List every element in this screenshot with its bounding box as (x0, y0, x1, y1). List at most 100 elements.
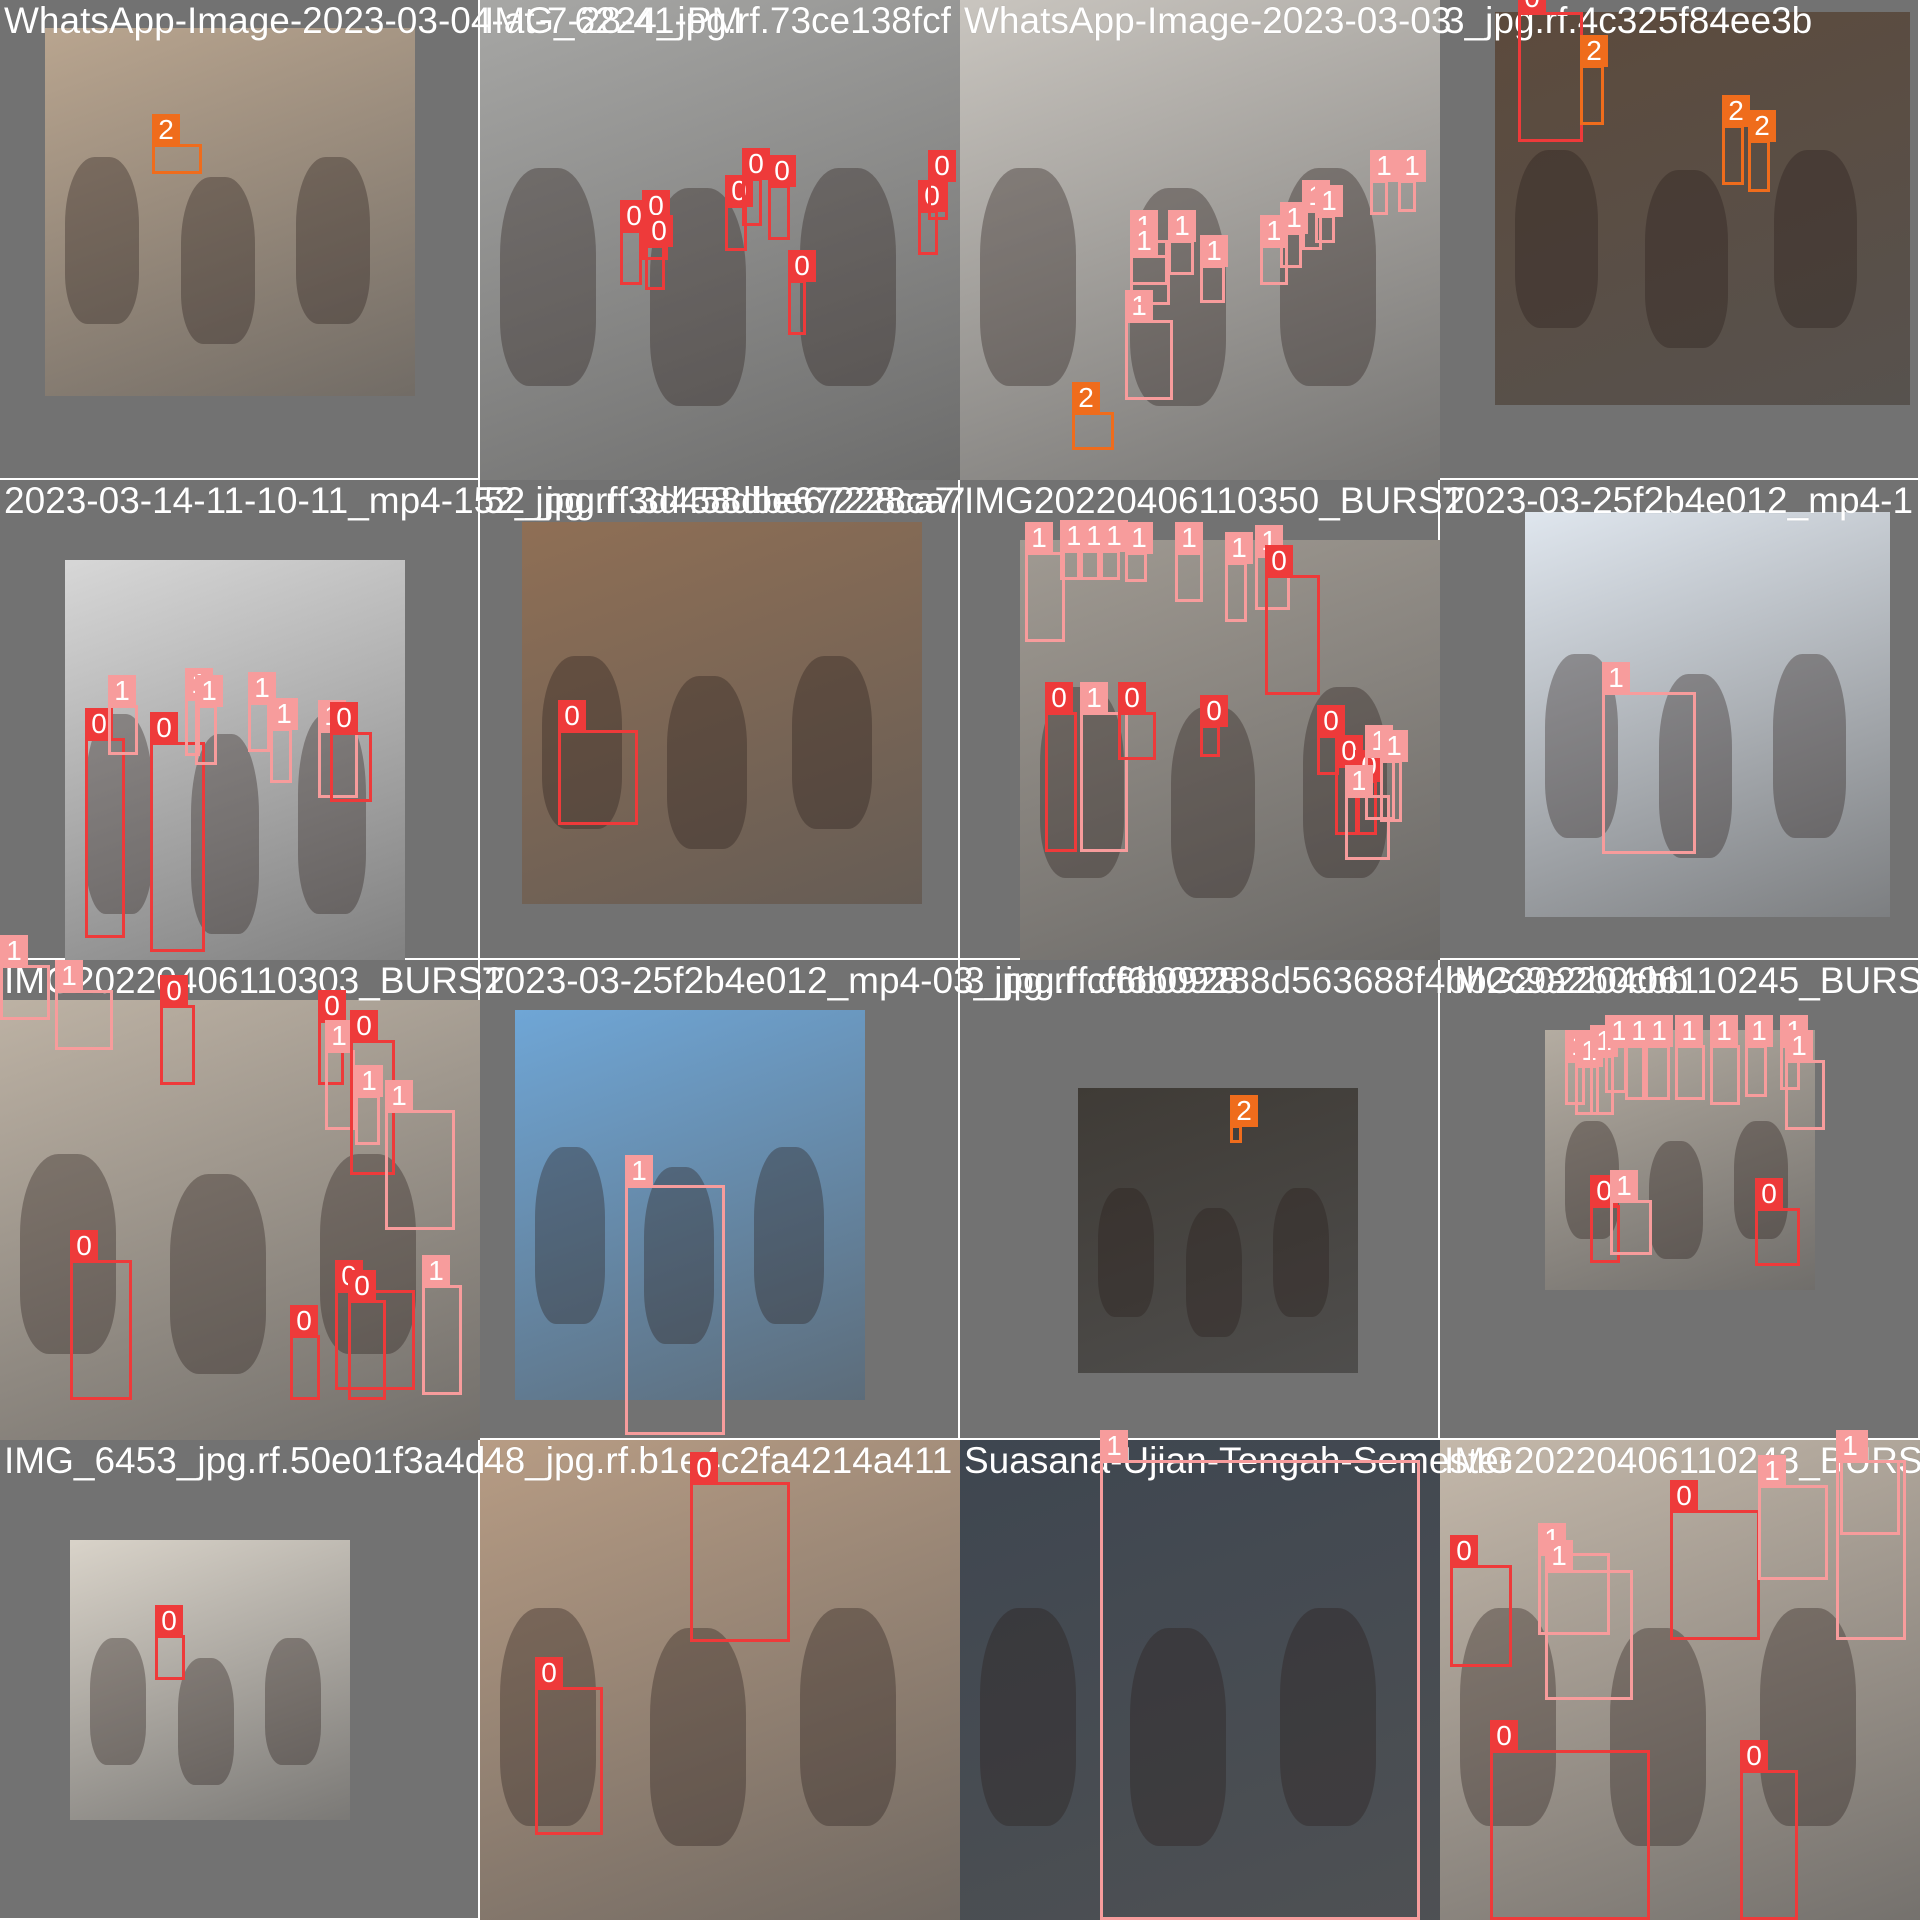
detection-box: 1 (1345, 765, 1390, 860)
detection-box: 0 (1755, 1178, 1800, 1266)
detection-box: 1 (1130, 225, 1170, 305)
person-silhouette (980, 168, 1076, 387)
detection-class-label: 0 (155, 1605, 183, 1637)
detection-class-label: 0 (1265, 545, 1293, 577)
detection-box: 2 (1580, 35, 1608, 125)
detection-class-label: 1 (1710, 1015, 1738, 1047)
detection-box: 1 (1025, 522, 1065, 642)
detection-box: 0 (330, 702, 372, 802)
person-silhouette (1644, 169, 1728, 349)
detection-class-label: 1 (1675, 1015, 1703, 1047)
tile-photo (515, 1010, 865, 1400)
detection-class-label: 0 (645, 215, 673, 247)
detection-class-label: 0 (318, 990, 346, 1022)
detection-box: 1 (1590, 1025, 1618, 1115)
detection-class-label: 1 (1610, 1170, 1638, 1202)
detection-class-label: 1 (325, 1020, 353, 1052)
detection-class-label: 1 (422, 1255, 450, 1287)
mosaic-tile: IMG20220406110243_BURST110101100 (1440, 1430, 1920, 1920)
person-silhouette (792, 655, 872, 830)
person-silhouette (65, 156, 139, 325)
detection-box: 1 (1125, 290, 1173, 400)
detection-box: 0 (768, 155, 796, 240)
person-silhouette (1515, 149, 1598, 329)
tile-photo (45, 28, 415, 396)
person-silhouette (1098, 1187, 1154, 1318)
detection-box: 1 (1100, 520, 1128, 580)
detection-box: 1 (1125, 522, 1153, 582)
detection-box: 0 (535, 1657, 603, 1835)
detection-class-label: 1 (1785, 1030, 1813, 1062)
detection-box: 1 (355, 1065, 383, 1145)
detection-box: 1 (1745, 1015, 1773, 1097)
tile-caption: IMG20220406110350_BURST (964, 480, 1466, 521)
mosaic-tile: 52_jpg.rf.3d458dbe67228ca7 0 (480, 480, 965, 960)
detection-class-label: 1 (1225, 532, 1253, 564)
detection-box: 1 (1605, 1015, 1633, 1093)
detection-class-label: 2 (1580, 35, 1608, 67)
detection-box: 0 (558, 700, 638, 825)
detection-class-label: 1 (1100, 1430, 1128, 1462)
tile-photo (960, 1440, 1440, 1920)
detection-box: 0 (690, 1452, 790, 1642)
person-silhouette (1280, 1608, 1376, 1827)
person-silhouette (1460, 1608, 1556, 1827)
detection-class-label: 0 (690, 1452, 718, 1484)
person-silhouette (85, 714, 153, 914)
tile-photo (65, 560, 405, 1000)
detection-class-label: 1 (270, 698, 298, 730)
mosaic-tile: 2023-03-14-11-10-11_mp4-152_jpg.rf.3d458… (0, 480, 955, 1000)
detection-class-label: 1 (55, 960, 83, 992)
person-silhouette (180, 176, 255, 345)
tile-caption: IMG20220406110245_BURST (1444, 960, 1920, 1001)
detection-box: 1 (1785, 1030, 1825, 1130)
mosaic-tile: IMG20220406110245_BURST11111111111010 (1440, 960, 1920, 1440)
mosaic-tile: WhatsApp-Image-2023-03-04-at-7-28-41-PM 2 (0, 0, 742, 480)
person-silhouette (500, 1608, 596, 1827)
detection-box: 0 (742, 148, 770, 226)
detection-class-label: 1 (1125, 290, 1153, 322)
detection-class-label: 0 (150, 712, 178, 744)
mosaic-tile: 48_jpg.rf.b1e4c2fa4214a411 0 0 (480, 1440, 960, 1920)
person-silhouette (1773, 653, 1847, 838)
tile-photo (480, 0, 960, 480)
person-silhouette (170, 1174, 266, 1374)
detection-class-label: 0 (1670, 1480, 1698, 1512)
person-silhouette (177, 1658, 234, 1786)
detection-box: 1 (1645, 1015, 1673, 1100)
detection-class-label: 0 (1045, 682, 1073, 714)
detection-box: 1 (1100, 1430, 1420, 1920)
person-silhouette (1774, 149, 1858, 329)
detection-class-label: 0 (330, 702, 358, 734)
person-silhouette (1610, 1628, 1706, 1847)
detection-box: 1 (1758, 1455, 1828, 1580)
detection-box: 1 (1168, 210, 1196, 275)
detection-box: 0 (1450, 1535, 1512, 1667)
detection-class-label: 1 (1168, 210, 1196, 242)
detection-class-label: 0 (1490, 1720, 1518, 1752)
detection-box: 1 (195, 675, 223, 765)
detection-box: 0 (1670, 1480, 1760, 1640)
person-silhouette (90, 1638, 146, 1766)
detection-class-label: 2 (1748, 110, 1776, 142)
detection-box: 0 (1265, 545, 1320, 695)
mosaic-tile: 3_jpg.rf.4c325f84ee3b0222 (1440, 0, 1920, 480)
detection-class-label: 0 (70, 1230, 98, 1262)
detection-box: 1 (55, 960, 113, 1050)
detection-class-label: 2 (1722, 95, 1750, 127)
detection-box: 0 (85, 708, 125, 938)
detection-box: 1 (1080, 682, 1128, 852)
mosaic-tile: 2023-03-25f2b4e012_mp4-1 1 (1440, 480, 1920, 960)
detection-class-label: 0 (290, 1305, 318, 1337)
detection-box: 0 (1200, 695, 1228, 757)
detection-box: 2 (1230, 1095, 1258, 1143)
detection-class-label: 1 (1545, 1540, 1573, 1572)
person-silhouette (800, 168, 896, 387)
detection-class-label: 0 (928, 150, 956, 182)
detection-class-label: 1 (1175, 522, 1203, 554)
detection-class-label: 1 (108, 675, 136, 707)
detection-box: 0 (1590, 1175, 1620, 1263)
detection-class-label: 0 (742, 148, 770, 180)
detection-class-label: 0 (348, 1270, 376, 1302)
tile-caption: IMG_6453_jpg.rf.50e01f3a4d (4, 1440, 486, 1481)
